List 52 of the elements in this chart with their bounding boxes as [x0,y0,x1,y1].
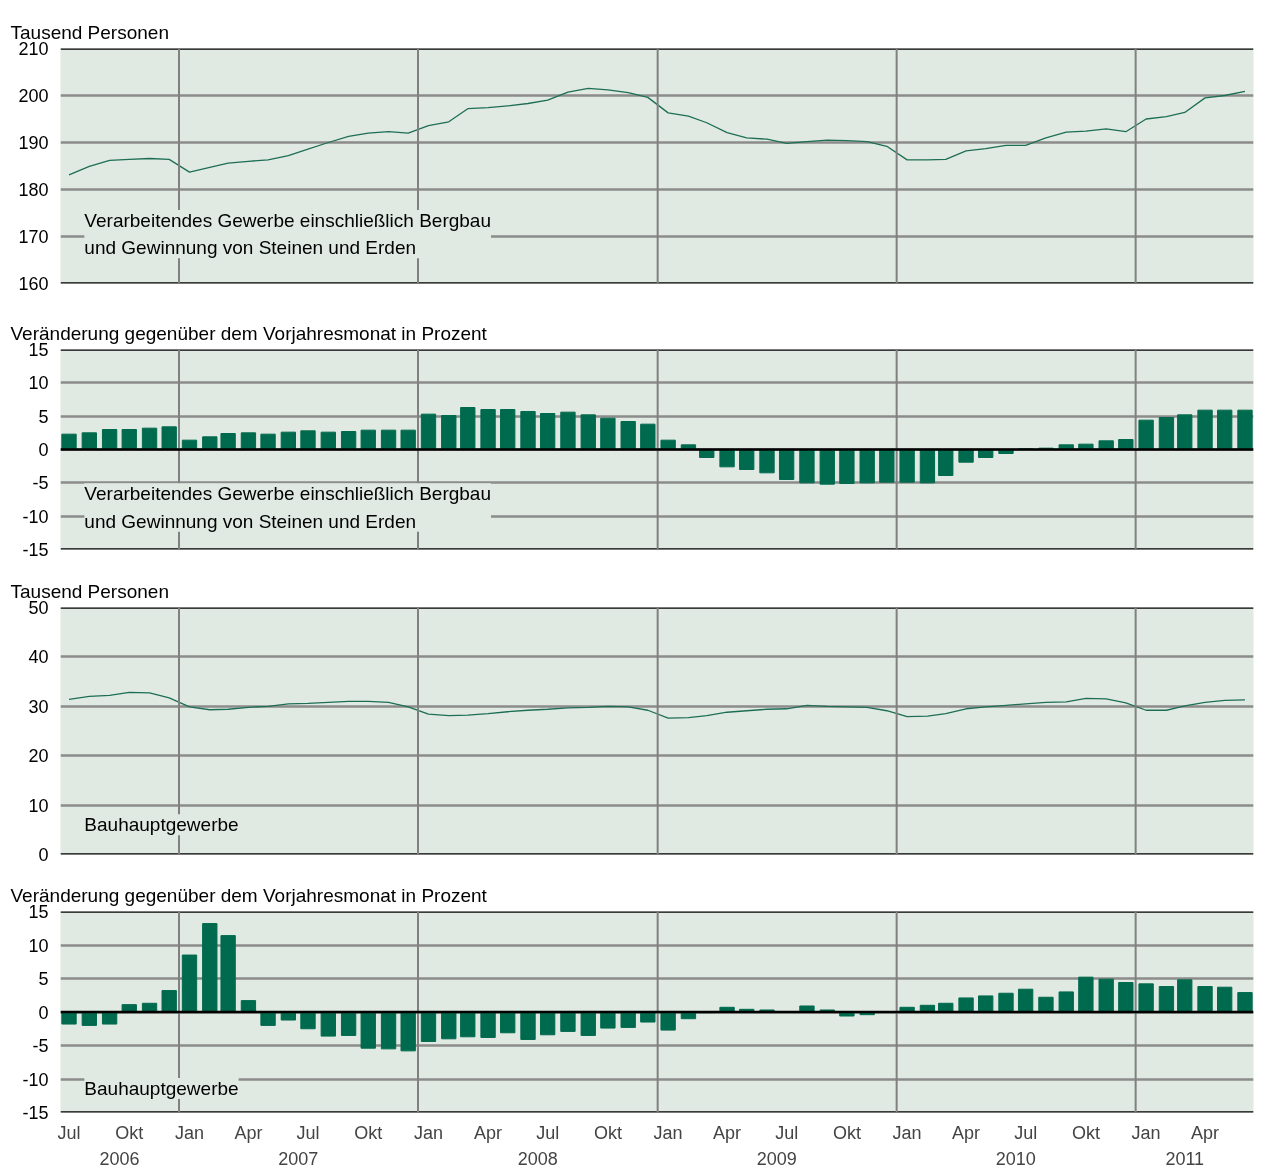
y-tick-label: -15 [22,1103,49,1123]
x-tick-label: Jul [1014,1122,1038,1143]
x2-tick-label: 2009 [756,1148,797,1169]
y-tick-label: 5 [38,406,49,427]
y-tick-label: -5 [32,473,49,494]
y-tick-label: 40 [28,647,49,668]
y-tick-label: 160 [18,274,49,294]
y-tick-label: 190 [18,133,49,153]
x2-tick-label: 2007 [278,1148,319,1169]
text: Verarbeitendes Gewerbe einschließlich Bergbau und Gewinnung von Steinen und Erden [84,483,491,532]
y-tick-label: -5 [32,1036,49,1056]
x-tick-label: Apr [234,1122,263,1143]
x-tick-label: Jan [174,1122,205,1143]
y-tick-label: 0 [38,440,49,460]
y-tick-label: 10 [28,373,49,394]
y-tick-label: 10 [28,795,49,816]
x-tick-label: Okt [832,1122,861,1143]
y-tick-label: 20 [28,746,49,767]
y-tick-label: -10 [22,1069,49,1090]
x-tick-label: Apr [713,1122,742,1143]
x-tick-label: Jul [775,1122,799,1143]
x-tick-label: Jul [296,1122,320,1143]
x-tick-label: Jan [653,1122,683,1143]
x-tick-label: Apr [1191,1122,1220,1143]
text: Verarbeitendes Gewerbe einschließlich Bergbau und Gewinnung von Steinen und Erden [84,210,491,259]
y-tick-label: 30 [28,696,49,717]
x-tick-label: Okt [593,1122,622,1143]
x-tick-label: Jul [57,1122,81,1143]
x2-tick-label: 2011 [1165,1148,1205,1169]
x2-tick-label: 2010 [995,1148,1036,1169]
x-tick-label: Apr [952,1122,981,1143]
x-tick-label: Jan [413,1122,443,1143]
y-tick-label: -15 [22,540,49,560]
y-tick-label: 200 [18,86,49,106]
y-tick-label: 0 [38,1002,49,1023]
y-tick-label: 10 [28,935,49,956]
y-tick-label: 180 [18,180,49,200]
x-tick-label: Okt [115,1122,144,1143]
y-tick-label: -10 [22,506,49,527]
y-tick-label: 170 [18,227,49,247]
x-tick-label: Apr [474,1122,503,1143]
x-tick-label: Jul [536,1122,560,1143]
x2-tick-label: 2006 [99,1148,140,1169]
x-tick-label: Okt [354,1122,383,1143]
text: Bauhauptgewerbe [84,814,239,836]
y-tick-label: 0 [38,845,49,865]
y-tick-label: 5 [38,969,49,989]
text: Bauhauptgewerbe [84,1077,239,1099]
x-tick-label: Jan [1131,1122,1161,1143]
x-tick-label: Okt [1071,1122,1100,1143]
x2-tick-label: 2008 [517,1148,558,1169]
x-tick-label: Jan [892,1122,922,1143]
